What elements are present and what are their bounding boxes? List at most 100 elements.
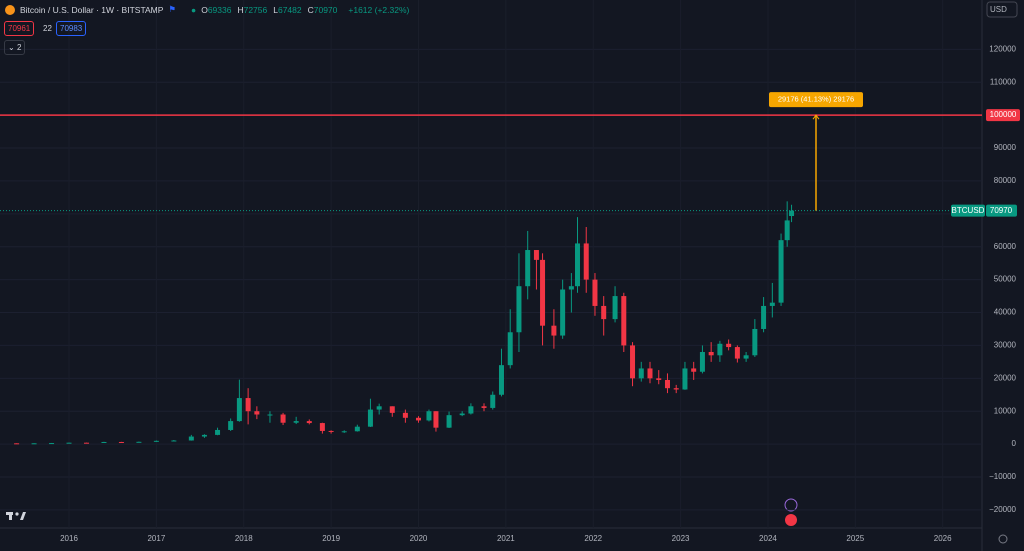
- candle-body: [66, 442, 72, 444]
- y-tick-label: −20000: [989, 505, 1016, 514]
- candle-body: [568, 286, 574, 290]
- x-tick-label: 2019: [322, 534, 340, 543]
- y-tick-label: 40000: [994, 308, 1017, 317]
- candle-body: [490, 394, 496, 408]
- y-tick-label: −10000: [989, 472, 1016, 481]
- currency: USD: [990, 5, 1007, 14]
- candle-body: [726, 343, 732, 348]
- candle-body: [574, 243, 580, 287]
- ohlc-value: 70970: [313, 4, 338, 15]
- candle-body: [691, 368, 697, 372]
- buy-button[interactable]: 70983: [56, 21, 87, 36]
- candle-body: [481, 406, 487, 408]
- candle-body: [415, 417, 421, 421]
- candle-body: [789, 210, 795, 217]
- candle-body: [761, 305, 767, 329]
- settings-icon[interactable]: [998, 534, 1008, 544]
- candle-body: [551, 325, 557, 336]
- candle-body: [708, 352, 714, 356]
- candle-body: [319, 423, 325, 431]
- sell-button[interactable]: 70961: [4, 21, 35, 36]
- candle-body: [101, 441, 107, 443]
- x-tick-label: 2023: [672, 534, 690, 543]
- market-status: ●: [191, 4, 197, 15]
- candle-body: [525, 250, 531, 287]
- candle-body: [136, 441, 142, 443]
- ohlc-label: O: [201, 4, 208, 15]
- indicators-count: 2: [16, 43, 22, 52]
- candle-body: [459, 413, 465, 416]
- candle-body: [468, 406, 474, 414]
- y-tick-label: 60000: [994, 242, 1017, 251]
- candle-body: [498, 365, 504, 395]
- candle-body: [376, 406, 382, 410]
- candle-body: [215, 429, 221, 435]
- candle-body: [583, 243, 589, 280]
- candle-body: [433, 411, 439, 428]
- ohlc-value: 67482: [277, 4, 302, 15]
- candle-body: [341, 431, 347, 433]
- indicators-toggle[interactable]: ⌄ 2: [4, 40, 26, 55]
- candle-body: [592, 279, 598, 306]
- measure-box: [769, 92, 863, 108]
- currency-button[interactable]: [986, 1, 1018, 18]
- candle-body: [245, 398, 251, 412]
- candle-body: [621, 296, 627, 346]
- ohlc-value: 69336: [207, 4, 232, 15]
- candle-body: [612, 296, 618, 320]
- measure-label: 29176 (41.13%) 29176: [778, 95, 854, 104]
- candle-body: [201, 434, 207, 437]
- candle-body: [734, 347, 740, 359]
- ohlc-label: L: [273, 4, 278, 15]
- candle-body: [354, 426, 360, 432]
- x-tick-label: 2025: [846, 534, 864, 543]
- candle-body: [656, 378, 662, 380]
- logo: [6, 512, 26, 520]
- candle-body: [280, 414, 286, 423]
- x-tick-label: 2018: [235, 534, 253, 543]
- price-tag-label: 100000: [990, 110, 1017, 119]
- change: +1612 (+2.32%): [348, 4, 410, 15]
- y-tick-label: 110000: [990, 77, 1017, 86]
- candle-body: [14, 443, 20, 445]
- symbol-icon: [5, 4, 15, 15]
- candle-body: [254, 411, 260, 415]
- spread: 22: [43, 24, 52, 33]
- measure-arrow: [812, 114, 820, 120]
- candle-body: [402, 412, 408, 418]
- candle-body: [367, 409, 373, 427]
- ohlc-label: H: [237, 4, 244, 15]
- candle-body: [664, 379, 670, 389]
- candle-body: [769, 302, 775, 306]
- event-icon[interactable]: [785, 514, 797, 526]
- candle-body: [188, 436, 194, 441]
- x-tick-label: 2021: [497, 534, 515, 543]
- candle-body: [426, 411, 432, 421]
- price-tag-label: 70970: [990, 206, 1013, 215]
- y-tick-label: 120000: [989, 44, 1016, 53]
- y-tick-label: 50000: [994, 275, 1017, 284]
- ohlc: O69336 H72756 L67482 C70970: [201, 5, 343, 15]
- x-tick-label: 2022: [584, 534, 602, 543]
- candle-body: [228, 421, 234, 430]
- y-tick-label: 30000: [994, 341, 1017, 350]
- y-tick-label: 0: [1012, 439, 1017, 448]
- candle-body: [516, 286, 522, 333]
- candle-body: [647, 368, 653, 379]
- ohlc-item: L67482: [273, 5, 304, 15]
- ohlc-item: O69336: [201, 5, 234, 15]
- x-tick-label: 2024: [759, 534, 777, 543]
- flag-icon: ⚑: [168, 4, 177, 14]
- event-icon[interactable]: [784, 498, 798, 512]
- candle-body: [267, 414, 273, 416]
- candle-body: [743, 355, 749, 359]
- x-tick-label: 2017: [147, 534, 165, 543]
- candle-body: [306, 421, 312, 424]
- price-tag: [986, 204, 1017, 217]
- symbol-tag: [951, 204, 985, 217]
- candle-body: [778, 240, 784, 303]
- y-tick-label: 90000: [994, 143, 1017, 152]
- price-tag: [986, 109, 1020, 122]
- y-tick-label: 80000: [994, 176, 1017, 185]
